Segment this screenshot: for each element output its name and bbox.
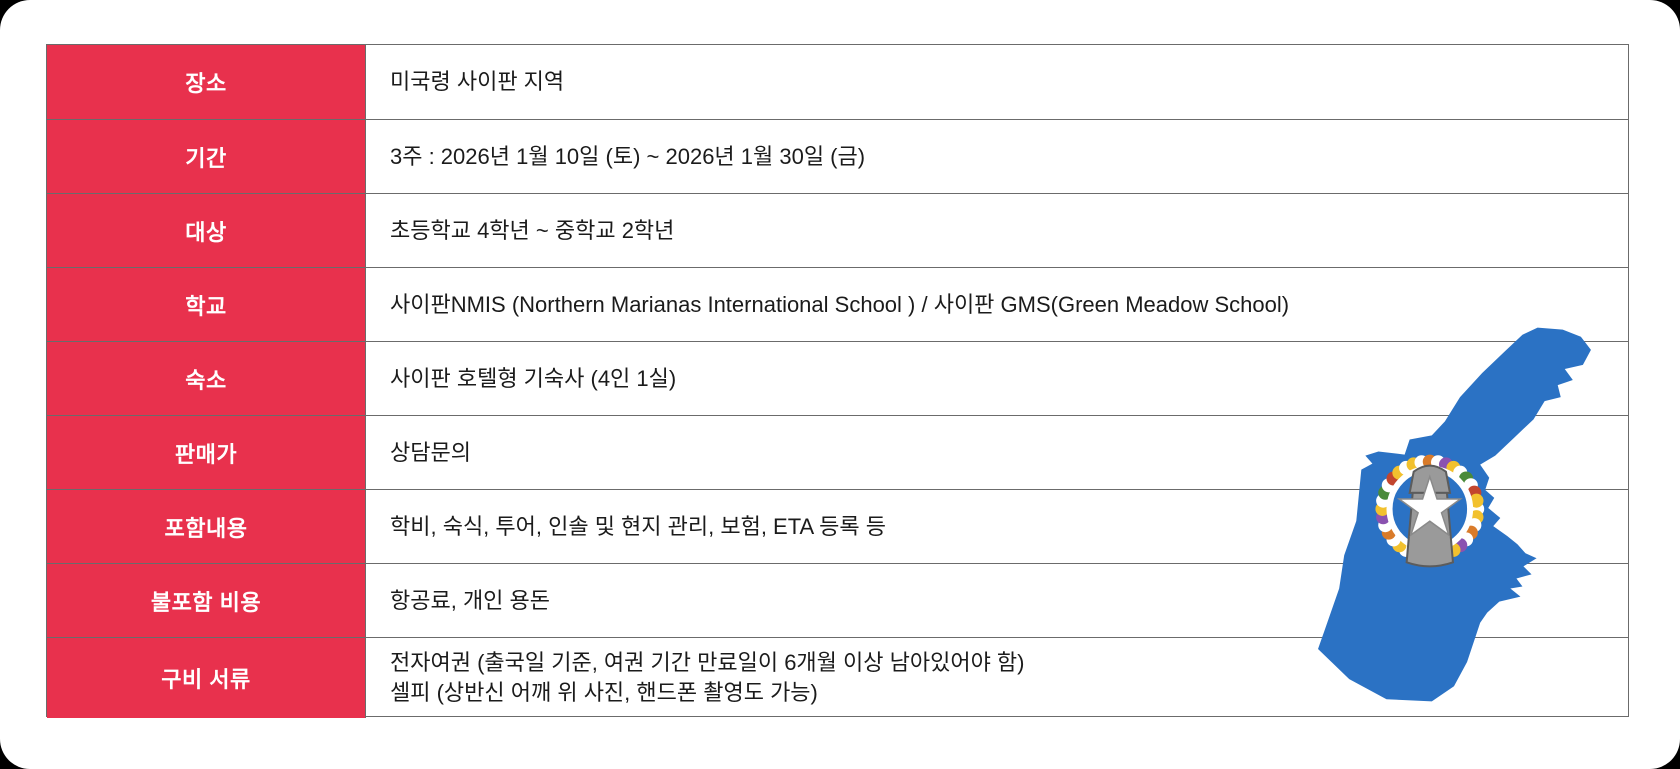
table-row-period: 기간 3주 : 2026년 1월 10일 (토) ~ 2026년 1월 30일 … <box>47 119 1628 193</box>
row-content-text: 3주 : 2026년 1월 10일 (토) ~ 2026년 1월 30일 (금) <box>390 143 866 169</box>
row-content: 학비, 숙식, 투어, 인솔 및 현지 관리, 보험, ETA 등록 등 <box>366 490 1628 563</box>
row-content-text: 사이판NMIS (Northern Marianas International… <box>390 291 1290 317</box>
table-row-target: 대상 초등학교 4학년 ~ 중학교 2학년 <box>47 193 1628 267</box>
row-content-line2: 셀피 (상반신 어깨 위 사진, 핸드폰 촬영도 가능) <box>390 680 818 705</box>
row-content: 초등학교 4학년 ~ 중학교 2학년 <box>366 194 1628 267</box>
table-row-price: 판매가 상담문의 <box>47 415 1628 489</box>
row-content-text: 미국령 사이판 지역 <box>390 69 565 94</box>
row-content-line1: 전자여권 (출국일 기준, 여권 기간 만료일이 6개월 이상 남아있어야 함) <box>390 650 1025 675</box>
row-label: 장소 <box>47 45 366 119</box>
row-content-text: 상담문의 <box>390 439 471 465</box>
row-label: 대상 <box>47 194 366 267</box>
row-content-text: 사이판 호텔형 기숙사 (4인 1실) <box>390 365 677 391</box>
row-content-text: 초등학교 4학년 ~ 중학교 2학년 <box>390 217 675 243</box>
row-content: 항공료, 개인 용돈 <box>366 564 1628 637</box>
table-row-place: 장소 미국령 사이판 지역 <box>47 45 1628 119</box>
table-row-included: 포함내용 학비, 숙식, 투어, 인솔 및 현지 관리, 보험, ETA 등록 … <box>47 489 1628 563</box>
row-label: 숙소 <box>47 342 366 415</box>
row-content: 전자여권 (출국일 기준, 여권 기간 만료일이 6개월 이상 남아있어야 함)… <box>366 638 1628 718</box>
row-content-text: 학비, 숙식, 투어, 인솔 및 현지 관리, 보험, ETA 등록 등 <box>390 513 886 539</box>
row-content: 미국령 사이판 지역 <box>366 45 1628 119</box>
table-row-documents: 구비 서류 전자여권 (출국일 기준, 여권 기간 만료일이 6개월 이상 남아… <box>47 637 1628 718</box>
row-content: 3주 : 2026년 1월 10일 (토) ~ 2026년 1월 30일 (금) <box>366 120 1628 193</box>
table-row-not-included: 불포함 비용 항공료, 개인 용돈 <box>47 563 1628 637</box>
row-content: 사이판 호텔형 기숙사 (4인 1실) <box>366 342 1628 415</box>
row-content: 상담문의 <box>366 416 1628 489</box>
row-label: 구비 서류 <box>47 638 366 718</box>
program-info-table: 장소 미국령 사이판 지역 기간 3주 : 2026년 1월 10일 (토) ~… <box>46 44 1629 718</box>
row-content-text: 항공료, 개인 용돈 <box>390 587 551 613</box>
row-label: 학교 <box>47 268 366 341</box>
row-label: 포함내용 <box>47 490 366 563</box>
row-label: 기간 <box>47 120 366 193</box>
row-content: 사이판NMIS (Northern Marianas International… <box>366 268 1628 341</box>
row-label: 불포함 비용 <box>47 564 366 637</box>
table-row-school: 학교 사이판NMIS (Northern Marianas Internatio… <box>47 267 1628 341</box>
table-row-lodging: 숙소 사이판 호텔형 기숙사 (4인 1실) <box>47 341 1628 415</box>
row-label: 판매가 <box>47 416 366 489</box>
